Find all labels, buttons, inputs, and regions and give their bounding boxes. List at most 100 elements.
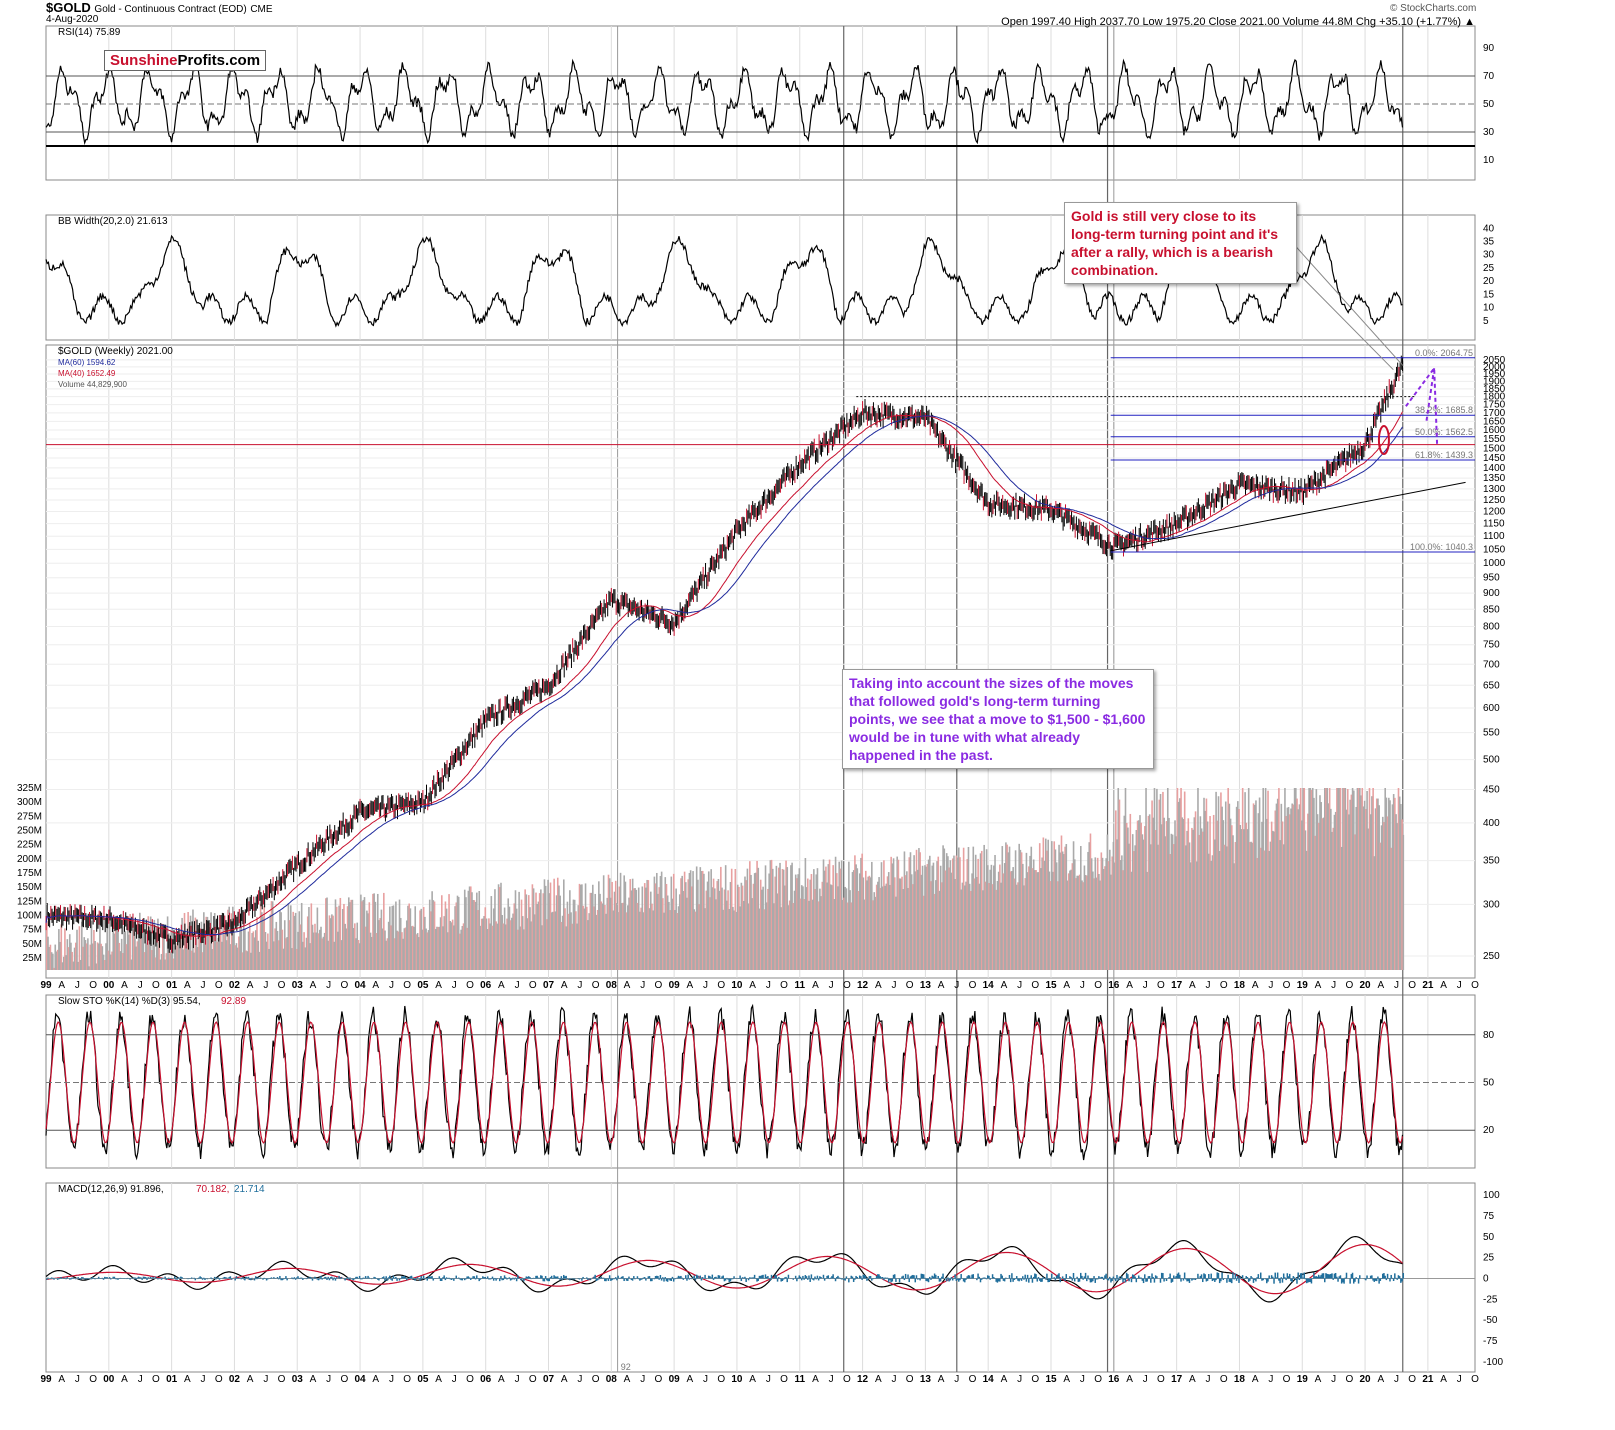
macd-hist-bar (294, 1278, 297, 1280)
volume-bar (327, 940, 330, 970)
macd-hist-bar (466, 1276, 468, 1279)
volume-bar (602, 875, 605, 970)
volume-bar (742, 900, 745, 970)
macd-hist-bar (938, 1278, 941, 1282)
volume-bar (1183, 791, 1186, 970)
macd-hist-bar (893, 1274, 896, 1279)
volume-bar (1065, 844, 1068, 970)
volume-bar (1250, 841, 1252, 970)
macd-hist-bar (965, 1278, 967, 1280)
macd-hist-bar (117, 1278, 119, 1280)
volume-bar (113, 933, 116, 970)
volume-bar (1013, 878, 1016, 970)
volume-bar (906, 871, 908, 970)
macd-hist-bar (598, 1278, 600, 1280)
volume-bar (230, 913, 233, 970)
price-tick-0: 2050 (1483, 355, 1506, 366)
volume-bar (919, 852, 921, 970)
volume-bar (305, 937, 308, 970)
macd-hist-bar (749, 1277, 751, 1279)
volume-bar (805, 887, 808, 970)
volume-bar (483, 916, 485, 970)
x-tick-0-70: J (1143, 980, 1148, 991)
volume-bar (689, 870, 692, 970)
volume-bar (1042, 837, 1045, 970)
macd-hist-bar (455, 1275, 457, 1279)
macd-hist-bar (495, 1278, 497, 1281)
volume-bar (1037, 872, 1040, 970)
macd-hist-bar (151, 1277, 153, 1279)
volume-bar (1001, 846, 1004, 970)
volume-bar (1088, 842, 1091, 970)
x-tick-1-25: A (435, 1374, 442, 1385)
volume-bar (128, 934, 130, 970)
volume-bar (856, 868, 859, 970)
volume-bar (354, 923, 356, 970)
volume-bar (203, 912, 205, 970)
macd-hist-bar (505, 1277, 507, 1279)
macd-hist-bar (164, 1276, 166, 1279)
volume-bar (738, 886, 740, 970)
x-tick-0-15: O (278, 980, 286, 991)
x-tick-0-37: A (624, 980, 631, 991)
macd-hist-bar (874, 1277, 877, 1279)
price-tick-33: 400 (1483, 818, 1500, 829)
x-tick-1-18: J (326, 1374, 331, 1385)
volume-bar (769, 860, 772, 970)
volume-bar (188, 926, 191, 970)
volume-bar (1309, 788, 1312, 970)
macd-hist-bar (1073, 1278, 1076, 1282)
macd-hist-bar (630, 1278, 633, 1281)
volume-bar (110, 954, 112, 970)
macd-hist-bar (999, 1278, 1001, 1282)
macd-hist-bar (339, 1278, 342, 1280)
volume-bar (1165, 821, 1168, 970)
volume-tick-1: 300M (17, 797, 42, 808)
macd-hist-bar (460, 1278, 462, 1281)
x-tick-0-13: A (247, 980, 254, 991)
volume-bar (117, 919, 119, 970)
macd-hist-bar (695, 1274, 698, 1279)
macd-hist-bar (898, 1278, 901, 1283)
volume-bar (666, 895, 669, 970)
volume-bar (686, 897, 688, 970)
volume-bar (774, 876, 776, 970)
volume-bar (840, 860, 843, 970)
volume-bar (1081, 880, 1083, 970)
macd-hist-bar (181, 1277, 183, 1279)
macd-hist-bar (800, 1278, 803, 1281)
volume-bar (1166, 788, 1169, 970)
volume-bar (892, 858, 895, 970)
volume-bar (826, 882, 828, 970)
macd-hist-bar (187, 1278, 189, 1280)
volume-bar (1372, 788, 1374, 970)
macd-hist-bar (370, 1278, 373, 1280)
volume-bar (758, 908, 761, 970)
sto-label-d: 92.89 (221, 996, 246, 1007)
volume-bar (705, 890, 708, 970)
macd-hist-bar (1245, 1276, 1247, 1279)
volume-bar (1072, 841, 1075, 970)
volume-bar (828, 859, 831, 970)
volume-bar (891, 863, 894, 970)
volume-bar (201, 952, 204, 970)
macd-hist-bar (409, 1276, 412, 1279)
macd-hist-bar (1209, 1278, 1211, 1280)
macd-hist-bar (918, 1278, 920, 1280)
macd-hist-bar (385, 1276, 387, 1279)
macd-hist-bar (90, 1278, 93, 1280)
macd-hist-bar (299, 1277, 302, 1279)
volume-bar (629, 879, 632, 970)
macd-hist-bar (432, 1278, 435, 1281)
volume-bar (490, 896, 493, 970)
macd-hist-bar (662, 1277, 664, 1279)
macd-hist-bar (309, 1276, 311, 1279)
macd-hist-bar (984, 1277, 987, 1279)
volume-bar (790, 865, 792, 970)
volume-bar (290, 905, 292, 970)
macd-hist-bar (114, 1278, 117, 1280)
volume-bar (321, 938, 324, 970)
volume-bar (707, 871, 710, 970)
x-tick-1-26: J (452, 1374, 457, 1385)
volume-bar (803, 899, 805, 970)
